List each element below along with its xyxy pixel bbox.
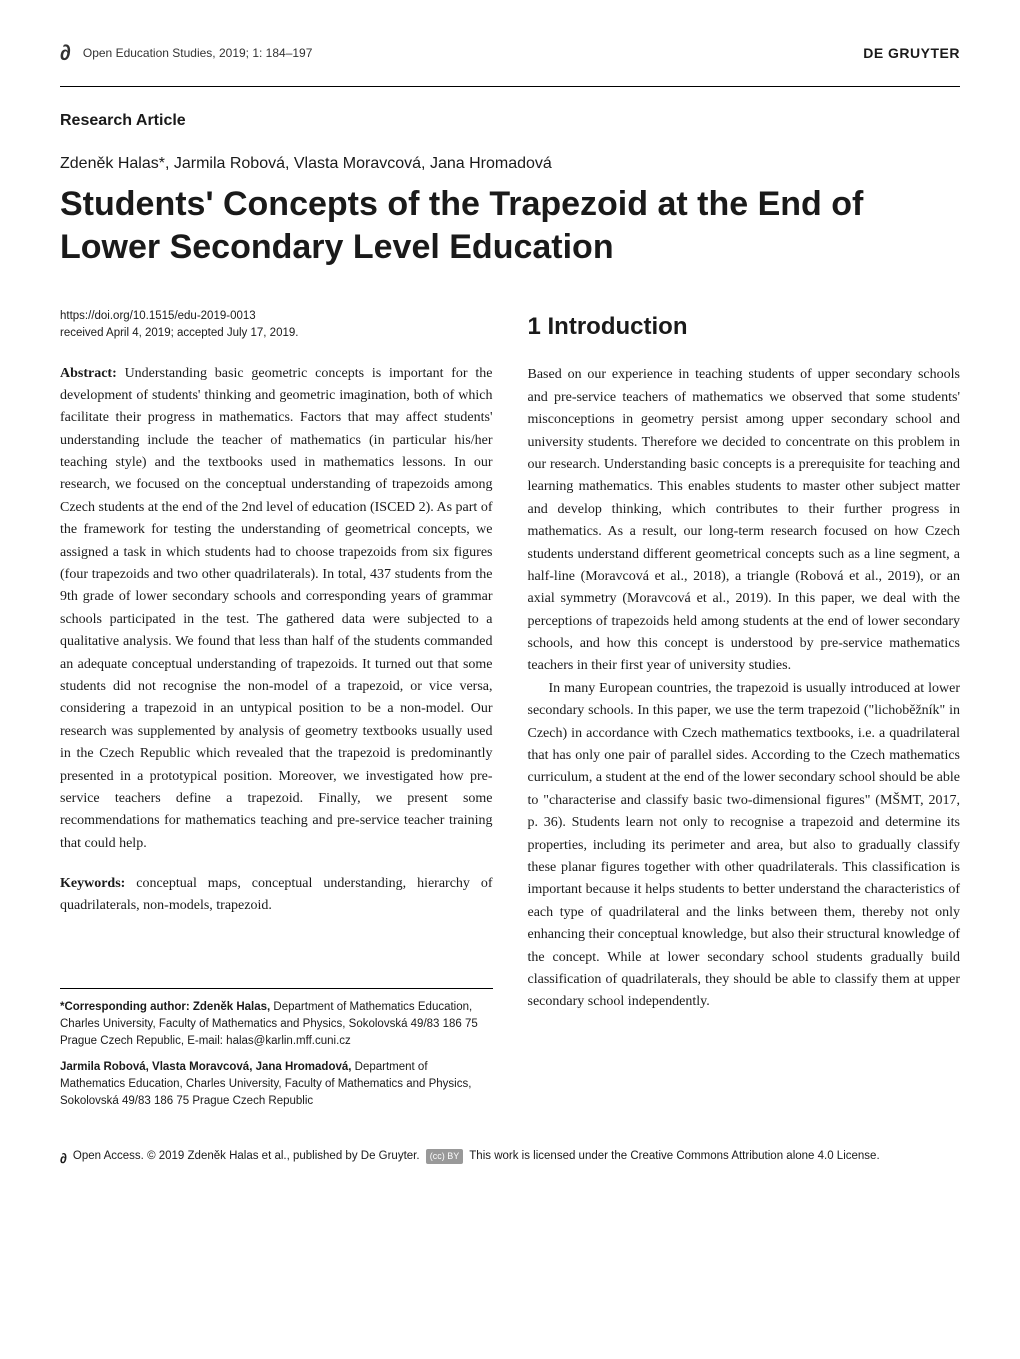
intro-paragraph-2: In many European countries, the trapezoi…: [528, 678, 961, 1014]
keywords-paragraph: Keywords: conceptual maps, conceptual un…: [60, 873, 493, 918]
authors-line: Zdeněk Halas*, Jarmila Robová, Vlasta Mo…: [60, 155, 960, 173]
two-column-layout: https://doi.org/10.1515/edu-2019-0013 re…: [60, 308, 960, 1118]
other-authors-footnote: Jarmila Robová, Vlasta Moravcová, Jana H…: [60, 1059, 493, 1111]
license-text-wrapper: Open Access. © 2019 Zdeněk Halas et al.,…: [73, 1148, 880, 1165]
other-authors-label: Jarmila Robová, Vlasta Moravcová, Jana H…: [60, 1061, 351, 1073]
open-access-icon: ∂: [60, 40, 71, 66]
corresponding-author-footnote: *Corresponding author: Zdeněk Halas, Dep…: [60, 999, 493, 1051]
publisher-name: DE GRUYTER: [863, 45, 960, 61]
license-text-2: This work is licensed under the Creative…: [466, 1150, 879, 1162]
article-meta: https://doi.org/10.1515/edu-2019-0013 re…: [60, 308, 493, 343]
keywords-label: Keywords:: [60, 876, 125, 891]
abstract-body: Understanding basic geometric concepts i…: [60, 366, 493, 851]
cc-by-badge-icon: (cc) BY: [426, 1149, 464, 1165]
license-footer: ∂ Open Access. © 2019 Zdeněk Halas et al…: [60, 1148, 960, 1169]
article-dates: received April 4, 2019; accepted July 17…: [60, 325, 493, 342]
abstract-label: Abstract:: [60, 366, 117, 381]
header-divider: [60, 86, 960, 87]
page-header: ∂ Open Education Studies, 2019; 1: 184–1…: [60, 40, 960, 66]
section-1-heading: 1 Introduction: [528, 308, 961, 346]
right-column: 1 Introduction Based on our experience i…: [528, 308, 961, 1118]
journal-reference: Open Education Studies, 2019; 1: 184–197: [83, 46, 313, 60]
doi-link[interactable]: https://doi.org/10.1515/edu-2019-0013: [60, 308, 493, 325]
left-column: https://doi.org/10.1515/edu-2019-0013 re…: [60, 308, 493, 1118]
license-text-1: Open Access. © 2019 Zdeněk Halas et al.,…: [73, 1150, 423, 1162]
intro-paragraph-1: Based on our experience in teaching stud…: [528, 364, 961, 677]
corresponding-author-label: *Corresponding author: Zdeněk Halas,: [60, 1001, 270, 1013]
article-title: Students' Concepts of the Trapezoid at t…: [60, 183, 960, 268]
open-access-block: ∂ Open Education Studies, 2019; 1: 184–1…: [60, 40, 312, 66]
abstract-paragraph: Abstract: Understanding basic geometric …: [60, 363, 493, 856]
author-footnotes: *Corresponding author: Zdeněk Halas, Dep…: [60, 988, 493, 1111]
open-access-icon-small: ∂: [60, 1148, 67, 1169]
article-type-label: Research Article: [60, 112, 960, 130]
keywords-body: conceptual maps, conceptual understandin…: [60, 876, 493, 913]
